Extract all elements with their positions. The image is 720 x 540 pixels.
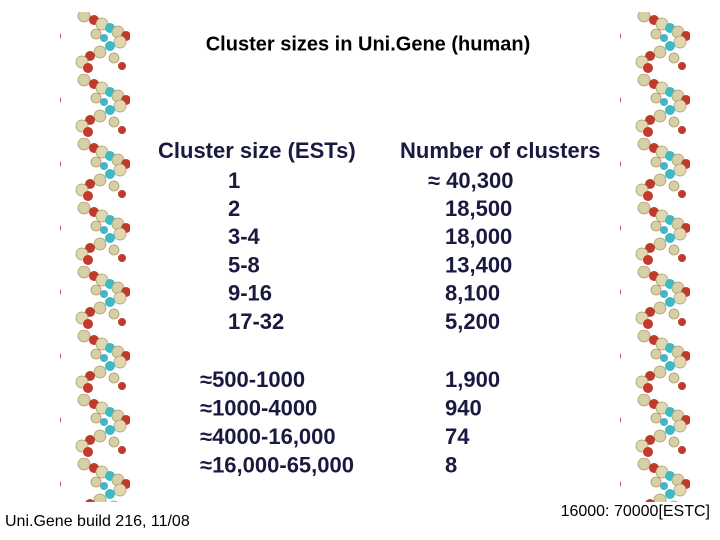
- table-body: 1 ≈ 40,300 2 18,500 3-4 18,000 5-8 13,400 9-16 8,…: [200, 168, 513, 478]
- table-cell: 1,900: [445, 367, 500, 392]
- table-cell: ≈4000-16,000: [200, 424, 336, 449]
- table-cell: 3-4: [228, 224, 261, 249]
- table-cell: 74: [445, 424, 470, 449]
- table-cell: ≈ 40,300: [428, 168, 513, 193]
- footer-note: Uni.Gene build 216, 11/08: [5, 513, 190, 530]
- table-cell: 5-8: [228, 252, 260, 277]
- table-cell: 13,400: [445, 252, 512, 277]
- table-cell: 940: [445, 395, 482, 420]
- table-cell: 17-32: [228, 309, 284, 334]
- table-cell: 8: [445, 452, 457, 477]
- footer-note: 16000: 70000[ESTC]: [561, 503, 710, 520]
- table-cell: ≈16,000-65,000: [200, 452, 354, 477]
- table-cell: 5,200: [445, 309, 500, 334]
- column-header: Number of clusters: [400, 138, 601, 163]
- slide-title: Cluster sizes in Uni.Gene (human): [206, 33, 531, 55]
- table-cell: 18,000: [445, 224, 512, 249]
- column-header: Cluster size (ESTs): [158, 138, 356, 163]
- dna-helix-right: [620, 12, 690, 502]
- table-cell: 1: [228, 168, 240, 193]
- table-cell: 9-16: [228, 281, 272, 306]
- table-cell: 18,500: [445, 196, 512, 221]
- table-cell: 2: [228, 196, 240, 221]
- dna-helix-left: [60, 12, 130, 502]
- table-cell: ≈500-1000: [200, 367, 305, 392]
- table-cell: 8,100: [445, 281, 500, 306]
- table-cell: ≈1000-4000: [200, 395, 317, 420]
